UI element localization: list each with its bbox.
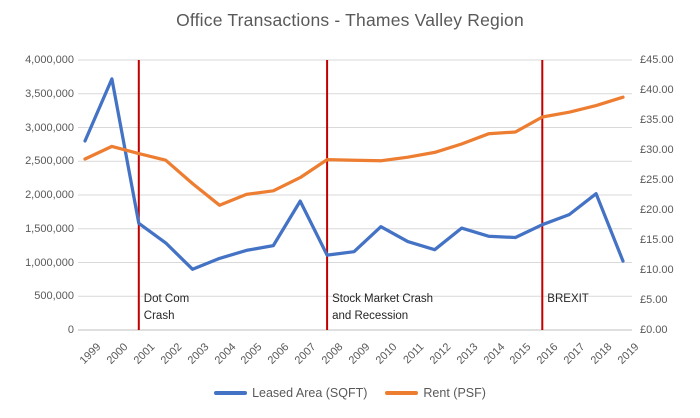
series-line-rent xyxy=(83,95,625,207)
event-annotation-line: and Recession xyxy=(332,310,409,322)
event-annotation-line: Dot Com xyxy=(143,293,190,305)
y-left-tick-label: 2,000,000 xyxy=(25,189,74,201)
event-annotation-line: BREXIT xyxy=(547,293,589,305)
y-right-tick-label: £10.00 xyxy=(640,264,674,276)
leased-area-series-swatch xyxy=(214,391,248,395)
y-left-tick-label: 1,000,000 xyxy=(25,256,74,269)
y-left-tick-label: 0 xyxy=(67,324,74,336)
y-right-tick-label: £45.00 xyxy=(640,54,674,66)
y-right-tick-label: £35.00 xyxy=(640,114,674,126)
y-right-tick-label: £5.00 xyxy=(640,294,668,306)
rent-series-swatch xyxy=(385,391,419,395)
legend-item-rent[interactable]: Rent (PSF) xyxy=(385,386,486,400)
event-annotation-line: Crash xyxy=(143,310,175,322)
legend-item-leased-area[interactable]: Leased Area (SQFT) xyxy=(214,386,367,400)
y-right-tick-label: £25.00 xyxy=(640,174,674,186)
y-right-tick-label: £20.00 xyxy=(640,204,674,216)
y-right-tick-label: £40.00 xyxy=(640,84,674,96)
y-left-tick-label: 2,500,000 xyxy=(25,155,74,168)
event-annotation-2008: Stock Market Crash and Recession xyxy=(332,291,433,325)
series-line-leased-area xyxy=(83,77,625,271)
y-left-tick-label: 3,000,000 xyxy=(25,121,74,134)
event-annotation-line: Stock Market Crash xyxy=(332,293,434,305)
y-right-tick-label: £30.00 xyxy=(640,144,674,156)
event-annotation-2001: Dot Com Crash xyxy=(144,291,189,325)
chart-title: Office Transactions - Thames Valley Regi… xyxy=(176,10,524,30)
y-left-tick-label: 1,500,000 xyxy=(25,222,74,235)
event-annotation-2016: BREXIT xyxy=(547,291,589,308)
y-left-tick-label: 500,000 xyxy=(34,290,74,303)
y-right-tick-label: £0.00 xyxy=(640,324,668,336)
y-left-tick-label: 3,500,000 xyxy=(25,87,74,100)
y-left-tick-label: 4,000,000 xyxy=(25,54,74,66)
legend: Leased Area (SQFT) Rent (PSF) xyxy=(0,386,700,400)
legend-label-rent: Rent (PSF) xyxy=(423,386,486,400)
legend-label-leased-area: Leased Area (SQFT) xyxy=(252,386,368,400)
y-right-tick-label: £15.00 xyxy=(640,234,674,246)
